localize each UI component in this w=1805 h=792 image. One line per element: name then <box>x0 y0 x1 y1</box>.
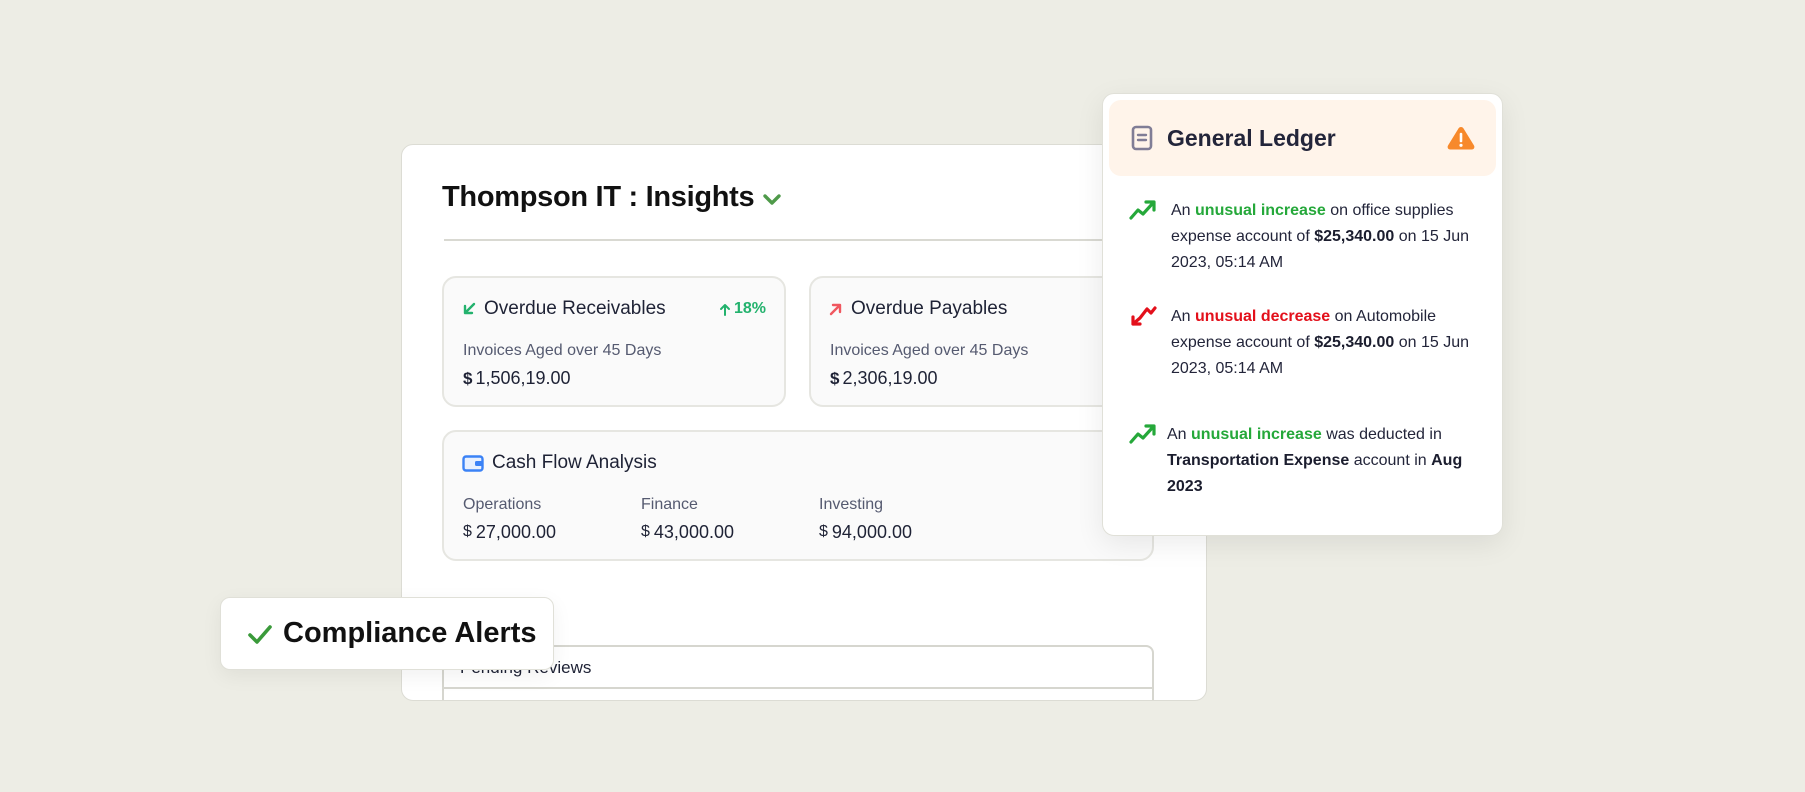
alert-description-2: account in <box>1353 452 1427 469</box>
trend-up-icon <box>1129 424 1156 444</box>
currency-symbol: $ <box>463 523 472 540</box>
alert-amount: $25,340.00 <box>1314 334 1395 351</box>
chevron-down-icon <box>763 193 782 205</box>
warning-icon[interactable] <box>1446 125 1476 151</box>
alert-account: Transportation Expense <box>1167 452 1350 469</box>
finance-amount: 43,000.00 <box>653 522 734 542</box>
currency-symbol: $ <box>830 369 840 388</box>
ledger-alert-text: An unusual increase on office supplies e… <box>1171 198 1486 276</box>
alert-period: Aug 2023 <box>1167 452 1463 495</box>
general-ledger-panel: General Ledger An unusual increase on of… <box>1102 93 1503 536</box>
receivables-value: 1,506,19.00 <box>475 368 571 388</box>
payables-subtitle: Invoices Aged over 45 Days <box>830 342 1029 359</box>
investing-amount: 94,000.00 <box>831 522 912 542</box>
compliance-alerts-badge[interactable]: Compliance Alerts <box>220 597 554 670</box>
page-title: Thompson IT : Insights <box>442 181 755 213</box>
receivables-title: Overdue Receivables <box>484 298 666 319</box>
alert-description: was deducted in <box>1326 426 1442 443</box>
currency-symbol: $ <box>819 523 828 540</box>
ledger-alert-item[interactable]: An unusual increase was deducted in Tran… <box>1129 422 1486 500</box>
arrow-up-icon <box>719 303 730 316</box>
general-ledger-title: General Ledger <box>1167 124 1336 151</box>
ledger-alert-item[interactable]: An unusual increase on office supplies e… <box>1129 198 1486 276</box>
receivables-amount: $1,506,19.00 <box>463 368 571 389</box>
compliance-alerts-label: Compliance Alerts <box>283 617 537 649</box>
finance-label: Finance <box>641 496 698 513</box>
cash-flow-card[interactable]: Cash Flow Analysis Operations $27,000.00… <box>442 430 1154 561</box>
alert-timestamp: on 15 Jun 2023, 05:14 AM <box>1171 228 1470 271</box>
operations-label: Operations <box>463 496 542 513</box>
cash-flow-title: Cash Flow Analysis <box>492 452 657 473</box>
receivables-subtitle: Invoices Aged over 45 Days <box>463 342 662 359</box>
operations-value: $27,000.00 <box>463 522 556 543</box>
cash-investing: Investing $94,000.00 <box>819 496 912 543</box>
insights-card: Thompson IT : Insights Overdue Receivabl… <box>401 144 1207 701</box>
alert-amount: $25,340.00 <box>1314 228 1395 245</box>
receivables-change-badge: 18% <box>719 300 766 318</box>
trend-up-icon <box>1129 200 1156 220</box>
trend-down-icon <box>1131 306 1157 326</box>
title-divider <box>444 239 1174 241</box>
payables-amount: $2,306,19.00 <box>830 368 938 389</box>
arrow-up-right-icon <box>829 303 842 316</box>
alert-prefix: An <box>1167 426 1187 443</box>
insights-title-dropdown[interactable]: Thompson IT : Insights <box>442 181 782 214</box>
alert-prefix: An <box>1171 202 1191 219</box>
payables-title: Overdue Payables <box>851 298 1008 319</box>
alert-timestamp: on 15 Jun 2023, 05:14 AM <box>1171 334 1470 377</box>
finance-value: $43,000.00 <box>641 522 734 543</box>
ledger-alert-text: An unusual decrease on Automobile expens… <box>1171 304 1486 382</box>
ledger-alert-text: An unusual increase was deducted in Tran… <box>1167 422 1486 500</box>
cash-finance: Finance $43,000.00 <box>641 496 734 543</box>
wallet-icon <box>462 454 484 472</box>
arrow-down-left-icon <box>463 302 476 315</box>
payables-value: 2,306,19.00 <box>842 368 938 388</box>
investing-value: $94,000.00 <box>819 522 912 543</box>
ledger-alert-item[interactable]: An unusual decrease on Automobile expens… <box>1129 304 1486 382</box>
alert-highlight: unusual increase <box>1195 202 1326 219</box>
overdue-receivables-card[interactable]: Overdue Receivables 18% Invoices Aged ov… <box>442 276 786 407</box>
alert-highlight: unusual decrease <box>1195 308 1331 325</box>
currency-symbol: $ <box>641 523 650 540</box>
document-icon <box>1131 125 1153 151</box>
alert-description: on Automobile expense account of <box>1171 308 1437 351</box>
receivables-change: 18% <box>733 300 766 317</box>
investing-label: Investing <box>819 496 884 513</box>
currency-symbol: $ <box>463 369 473 388</box>
cash-operations: Operations $27,000.00 <box>463 496 556 543</box>
check-icon <box>248 624 272 644</box>
alert-description: on office supplies expense account of <box>1171 202 1454 245</box>
operations-amount: 27,000.00 <box>475 522 556 542</box>
alert-highlight: unusual increase <box>1191 426 1322 443</box>
overdue-payables-card[interactable]: Overdue Payables 2 Invoices Aged over 45… <box>809 276 1153 407</box>
alert-prefix: An <box>1171 308 1191 325</box>
general-ledger-header: General Ledger <box>1109 100 1496 176</box>
